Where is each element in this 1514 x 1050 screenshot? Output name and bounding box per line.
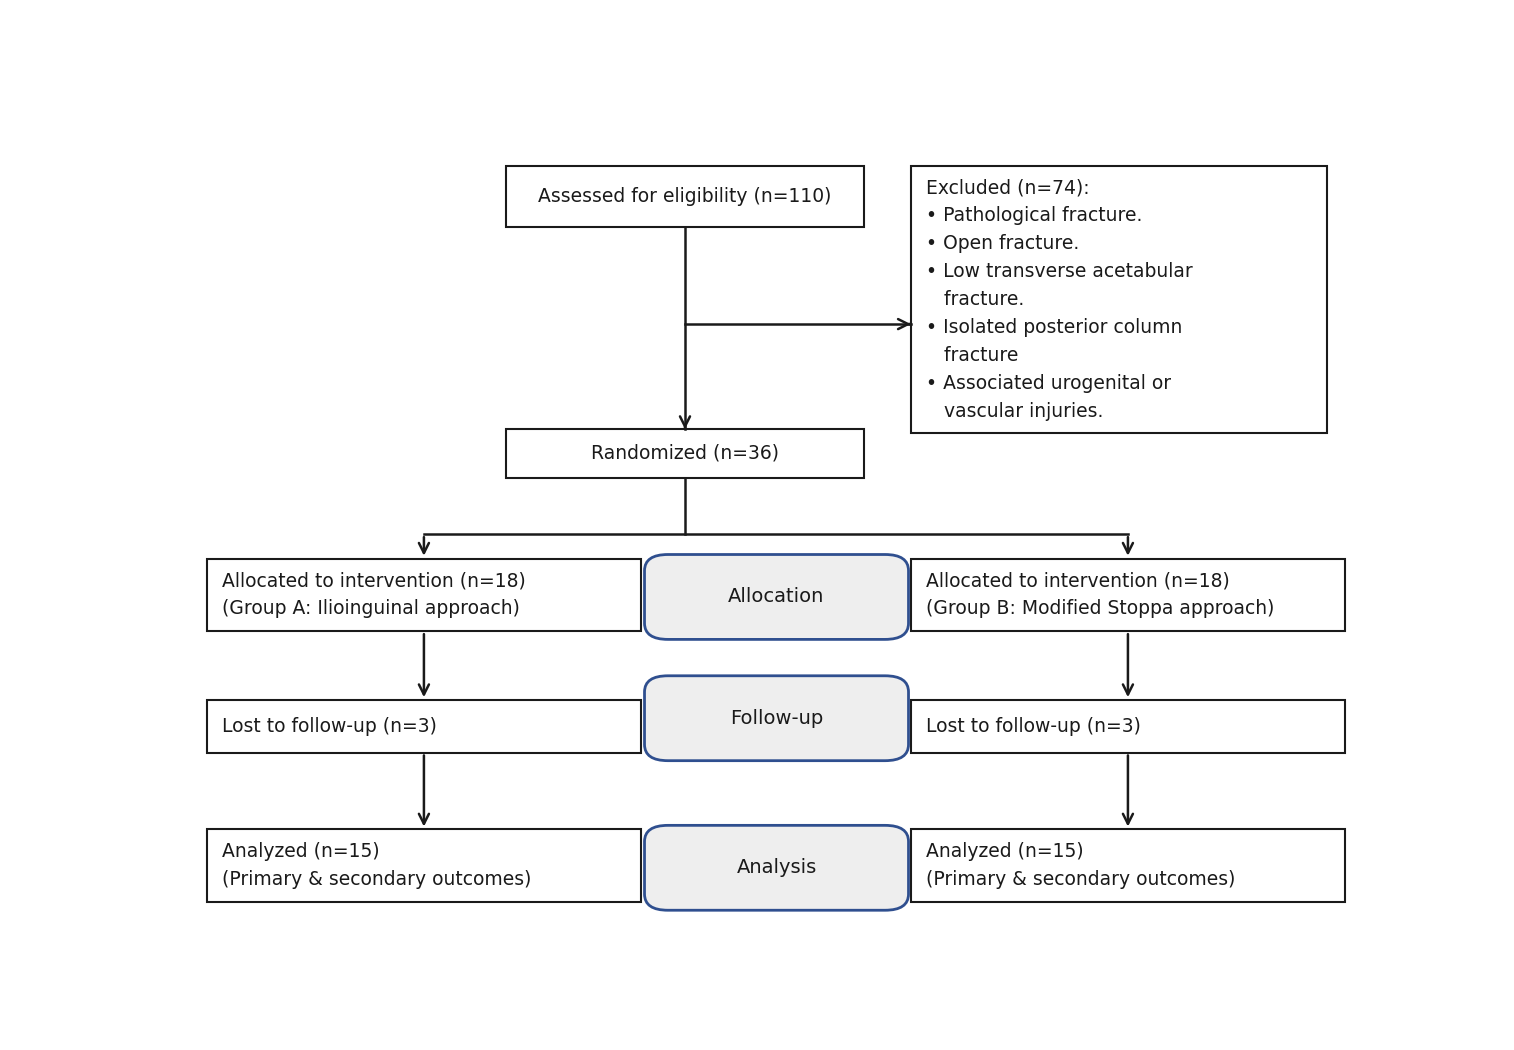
FancyBboxPatch shape xyxy=(911,700,1344,753)
Text: Follow-up: Follow-up xyxy=(730,709,824,728)
FancyBboxPatch shape xyxy=(506,429,864,478)
FancyBboxPatch shape xyxy=(645,676,908,760)
Text: Allocated to intervention (n=18)
(Group A: Ilioinguinal approach): Allocated to intervention (n=18) (Group … xyxy=(223,571,525,618)
FancyBboxPatch shape xyxy=(207,830,640,902)
FancyBboxPatch shape xyxy=(645,554,908,639)
FancyBboxPatch shape xyxy=(207,559,640,631)
Text: Excluded (n=74):
• Pathological fracture.
• Open fracture.
• Low transverse acet: Excluded (n=74): • Pathological fracture… xyxy=(927,178,1193,421)
Text: Lost to follow-up (n=3): Lost to follow-up (n=3) xyxy=(927,717,1142,736)
FancyBboxPatch shape xyxy=(207,700,640,753)
Text: Analyzed (n=15)
(Primary & secondary outcomes): Analyzed (n=15) (Primary & secondary out… xyxy=(927,842,1235,889)
Text: Lost to follow-up (n=3): Lost to follow-up (n=3) xyxy=(223,717,438,736)
Text: Assessed for eligibility (n=110): Assessed for eligibility (n=110) xyxy=(539,187,831,206)
FancyBboxPatch shape xyxy=(506,167,864,227)
Text: Allocated to intervention (n=18)
(Group B: Modified Stoppa approach): Allocated to intervention (n=18) (Group … xyxy=(927,571,1275,618)
Text: Analysis: Analysis xyxy=(736,858,816,878)
FancyBboxPatch shape xyxy=(911,559,1344,631)
Text: Allocation: Allocation xyxy=(728,587,825,607)
FancyBboxPatch shape xyxy=(911,167,1328,434)
Text: Analyzed (n=15)
(Primary & secondary outcomes): Analyzed (n=15) (Primary & secondary out… xyxy=(223,842,531,889)
FancyBboxPatch shape xyxy=(645,825,908,910)
FancyBboxPatch shape xyxy=(911,830,1344,902)
Text: Randomized (n=36): Randomized (n=36) xyxy=(590,444,780,463)
